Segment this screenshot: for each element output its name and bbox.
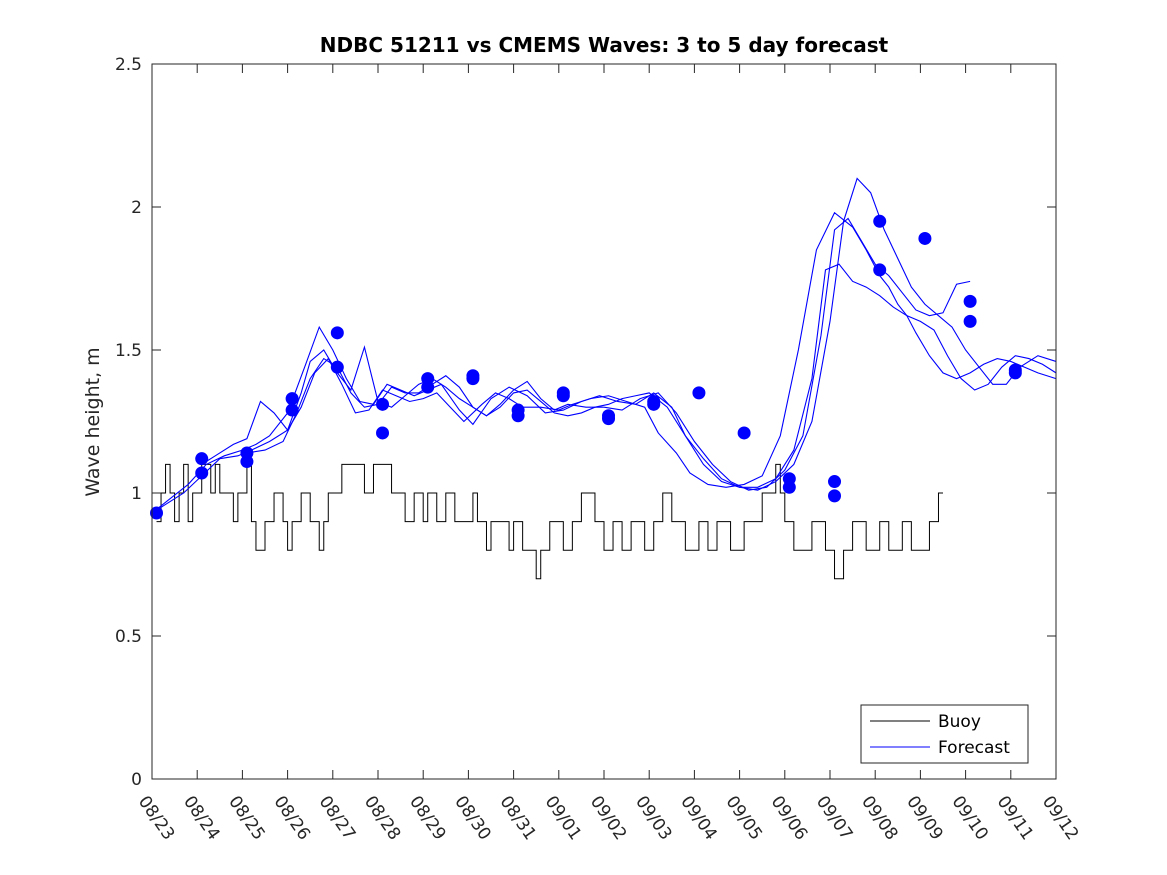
forecast-start-marker: [285, 403, 299, 417]
forecast-start-marker: [737, 426, 751, 440]
x-tick-label: 09/01: [541, 792, 585, 844]
forecast-start-marker: [511, 409, 525, 423]
forecast-start-marker: [1008, 366, 1022, 380]
forecast-start-marker: [195, 452, 209, 466]
forecast-start-marker: [421, 380, 435, 394]
forecast-start-marker: [376, 397, 390, 411]
plot-area: [150, 177, 1057, 580]
forecast-start-marker: [963, 294, 977, 308]
forecast-series-line: [201, 217, 971, 491]
x-tick-label: 09/11: [993, 792, 1037, 844]
x-tick-label: 09/07: [812, 792, 856, 844]
forecast-start-marker: [556, 389, 570, 403]
x-tick-label: 08/31: [496, 792, 540, 844]
x-tick-label: 09/09: [902, 792, 946, 844]
x-tick-label: 09/08: [857, 792, 901, 844]
x-tick-label: 08/24: [179, 792, 223, 844]
x-tick-label: 08/30: [450, 792, 494, 844]
x-tick-label: 09/10: [948, 792, 992, 844]
x-tick-label: 09/04: [676, 792, 720, 844]
x-tick-label: 09/02: [586, 792, 630, 844]
y-tick-label: 1: [131, 484, 142, 504]
forecast-start-marker: [692, 386, 706, 400]
chart-title: NDBC 51211 vs CMEMS Waves: 3 to 5 day fo…: [320, 33, 889, 57]
forecast-start-marker: [466, 372, 480, 386]
y-tick-label: 1.5: [115, 341, 142, 361]
legend: Buoy Forecast: [860, 704, 1029, 764]
forecast-start-marker: [828, 475, 842, 489]
forecast-start-marker: [963, 314, 977, 328]
y-tick-label: 2: [131, 198, 142, 218]
forecast-start-marker: [240, 455, 254, 469]
forecast-series-line: [151, 177, 1057, 514]
forecast-series-line: [151, 211, 1057, 514]
x-tick-label: 08/23: [134, 792, 178, 844]
x-tick-label: 09/12: [1038, 792, 1082, 844]
forecast-start-marker: [602, 412, 616, 426]
legend-forecast-label: Forecast: [938, 738, 1010, 758]
y-axis-label: Wave height, m: [82, 347, 104, 496]
x-tick-label: 08/28: [360, 792, 404, 844]
forecast-start-marker: [195, 466, 209, 480]
y-tick-label: 2.5: [115, 55, 142, 75]
forecast-start-marker: [647, 397, 661, 411]
forecast-start-marker: [828, 489, 842, 503]
x-tick-label: 08/26: [270, 792, 314, 844]
x-tick-label: 08/27: [315, 792, 359, 844]
axes-box: [151, 63, 1057, 780]
forecast-series-line: [246, 263, 1057, 488]
forecast-start-marker: [918, 231, 932, 245]
buoy-series-line: [156, 463, 943, 580]
y-tick-label: 0.5: [115, 627, 142, 647]
y-tick-label: 0: [131, 770, 142, 790]
forecast-start-marker: [150, 506, 164, 520]
x-tick-label: 08/25: [224, 792, 268, 844]
x-tick-label: 08/29: [405, 792, 449, 844]
legend-buoy-label: Buoy: [938, 712, 981, 732]
forecast-start-marker: [330, 360, 344, 374]
x-tick-label: 09/05: [722, 792, 766, 844]
forecast-start-marker: [376, 426, 390, 440]
forecast-start-marker: [330, 326, 344, 340]
x-tick-label: 09/03: [631, 792, 675, 844]
x-tick-label: 09/06: [767, 792, 811, 844]
forecast-start-marker: [285, 392, 299, 406]
forecast-start-marker: [782, 480, 796, 494]
forecast-start-marker: [873, 214, 887, 228]
legend-box: [860, 704, 1029, 764]
forecast-start-marker: [873, 263, 887, 277]
